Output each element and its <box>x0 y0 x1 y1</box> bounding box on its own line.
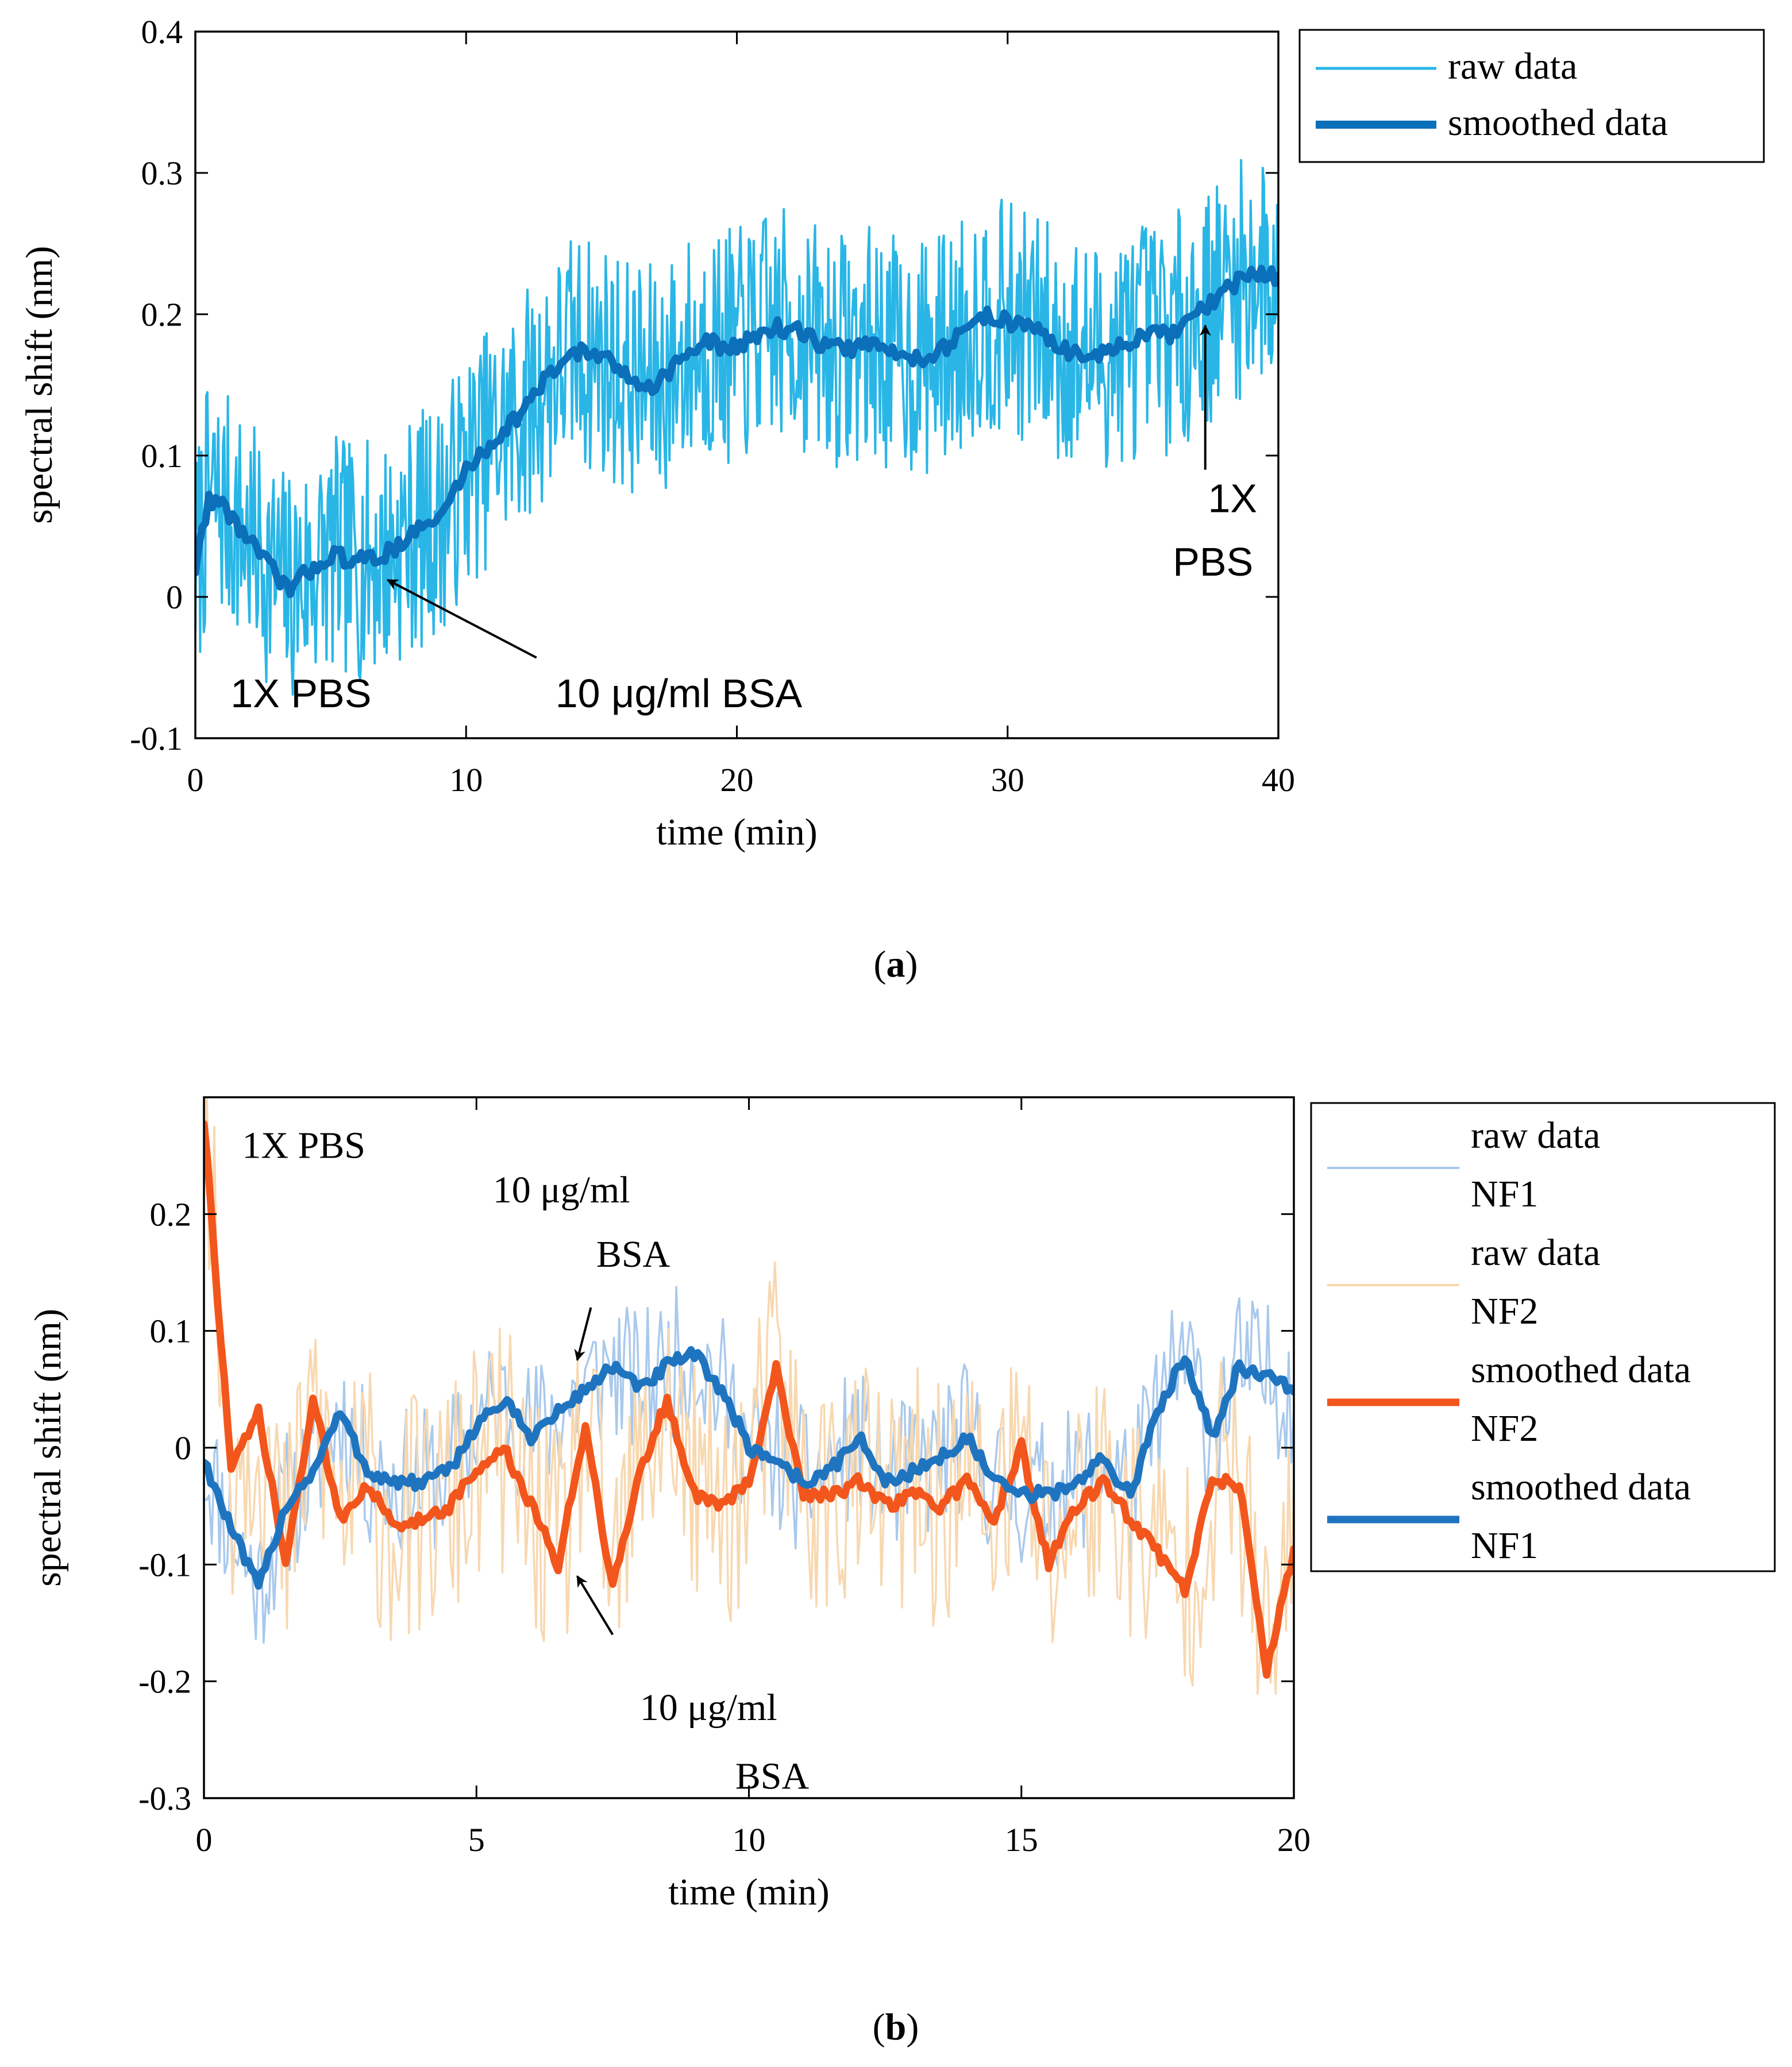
legend-label-b-2-0: smoothed data <box>1471 1349 1691 1391</box>
xtick-label-a-2: 20 <box>720 761 754 799</box>
caption-a: (a) <box>874 943 918 985</box>
legend-box-b <box>1310 1102 1776 1572</box>
legend-box-a <box>1298 29 1765 163</box>
annotation-pbs: 1X PBS <box>242 1125 365 1167</box>
annotation-bsa-bot-2: BSA <box>735 1756 810 1798</box>
legend-label-b-2-1: NF2 <box>1471 1407 1538 1449</box>
legend-label-b-3-1: NF1 <box>1471 1525 1538 1567</box>
legend-label-b-0-1: NF1 <box>1471 1173 1538 1215</box>
plot-area-b <box>204 1097 1294 1695</box>
annotation-pbs-end-1: 1X <box>1208 476 1257 520</box>
xtick-label-b-1: 5 <box>468 1821 485 1858</box>
xtick-label-b-3: 15 <box>1005 1821 1038 1858</box>
legend-label-a-1: smoothed data <box>1448 102 1668 144</box>
caption-b: (b) <box>873 2006 919 2048</box>
xtick-label-b-4: 20 <box>1277 1821 1311 1858</box>
ytick-label-a-5: 0.4 <box>141 13 183 51</box>
legend-label-b-1-1: NF2 <box>1471 1290 1538 1332</box>
legend-label-b-3-0: smoothed data <box>1471 1466 1691 1508</box>
xtick-label-b-0: 0 <box>196 1821 213 1858</box>
legend-b: raw data NF1 raw data NF2 smoothed data NF2 sm… <box>1310 1102 1776 1572</box>
xlabel-b: time (min) <box>668 1871 829 1913</box>
series-b-2 <box>204 1120 1294 1679</box>
series-b-1 <box>204 1097 1294 1695</box>
annotation-bsa: 10 μg/ml BSA <box>556 671 803 716</box>
ytick-label-b-3: 0 <box>175 1429 191 1467</box>
annotation-bsa-top-2: BSA <box>596 1233 670 1275</box>
ytick-label-a-0: -0.1 <box>130 720 183 757</box>
annotation-pbs-end-2: PBS <box>1173 539 1253 584</box>
ylabel-b: spectral shift (nm) <box>27 1309 69 1587</box>
ytick-label-a-2: 0.1 <box>141 437 183 475</box>
annotation-arrow-a-0 <box>386 579 537 659</box>
annotation-bsa-top-1: 10 μg/ml <box>493 1169 630 1211</box>
ytick-label-b-5: 0.2 <box>150 1196 192 1233</box>
ytick-label-b-2: -0.1 <box>138 1546 191 1583</box>
legend-label-b-1-0: raw data <box>1471 1232 1600 1274</box>
ytick-label-a-1: 0 <box>166 579 183 616</box>
ytick-label-a-3: 0.2 <box>141 296 183 333</box>
series-a-0 <box>195 159 1278 696</box>
legend-label-b-0-0: raw data <box>1471 1115 1600 1156</box>
ytick-label-b-0: -0.3 <box>138 1780 191 1817</box>
ytick-label-b-4: 0.1 <box>150 1313 192 1350</box>
xlabel-a: time (min) <box>656 811 817 853</box>
xtick-label-a-3: 30 <box>991 761 1024 799</box>
series-a-1 <box>195 264 1278 599</box>
ytick-label-a-4: 0.3 <box>141 155 183 192</box>
plot-area-a <box>195 159 1278 696</box>
annotation-arrow-b-0 <box>574 1307 592 1362</box>
ylabel-a: spectral shift (nm) <box>18 246 60 524</box>
annotation-pbs-start: 1X PBS <box>230 671 371 716</box>
series-b-3 <box>204 1346 1294 1590</box>
ytick-label-b-1: -0.2 <box>138 1663 191 1700</box>
xtick-label-a-0: 0 <box>187 761 204 799</box>
xtick-label-a-4: 40 <box>1262 761 1295 799</box>
chart-b: 0 5 10 15 20 -0.3 -0.2 -0.1 0 0.1 0.2 time (min) spe… <box>27 1096 1776 2048</box>
xtick-label-a-1: 10 <box>449 761 483 799</box>
xtick-label-b-2: 10 <box>733 1821 766 1858</box>
legend-a: raw data smoothed data <box>1298 29 1765 163</box>
annotation-arrow-b-1 <box>576 1575 614 1636</box>
legend-label-a-0: raw data <box>1448 45 1577 87</box>
annotation-bsa-bot-1: 10 μg/ml <box>640 1687 777 1729</box>
